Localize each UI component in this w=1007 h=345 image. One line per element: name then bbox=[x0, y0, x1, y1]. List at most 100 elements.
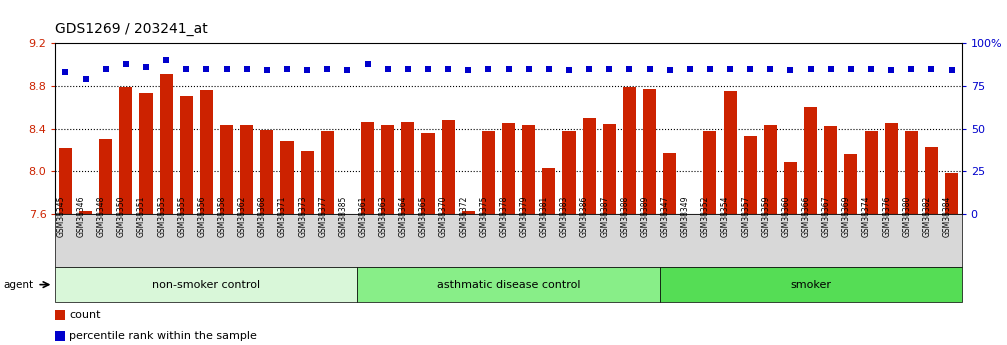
Text: GSM38350: GSM38350 bbox=[117, 196, 126, 237]
Bar bbox=[542, 168, 555, 345]
Bar bbox=[763, 125, 776, 345]
Bar bbox=[703, 131, 717, 345]
Point bbox=[621, 66, 637, 71]
Point bbox=[279, 66, 295, 71]
Text: GSM38347: GSM38347 bbox=[661, 196, 670, 237]
Point bbox=[702, 66, 718, 71]
Text: GSM38345: GSM38345 bbox=[56, 196, 65, 237]
Text: GSM38348: GSM38348 bbox=[97, 196, 106, 237]
Point bbox=[742, 66, 758, 71]
Bar bbox=[743, 136, 756, 345]
Point bbox=[762, 66, 778, 71]
Bar bbox=[401, 122, 414, 345]
Point bbox=[239, 66, 255, 71]
Text: GSM38383: GSM38383 bbox=[560, 196, 569, 237]
Bar bbox=[199, 90, 212, 345]
Text: GSM38369: GSM38369 bbox=[842, 196, 851, 237]
Point bbox=[722, 66, 738, 71]
Bar bbox=[945, 173, 958, 345]
Bar bbox=[501, 123, 515, 345]
Point bbox=[319, 66, 335, 71]
Point bbox=[98, 66, 114, 71]
Text: GSM38351: GSM38351 bbox=[137, 196, 146, 237]
Text: GSM38382: GSM38382 bbox=[922, 196, 931, 237]
Point bbox=[158, 57, 174, 63]
Text: GSM38354: GSM38354 bbox=[721, 196, 730, 237]
Text: GSM38362: GSM38362 bbox=[238, 196, 247, 237]
Bar bbox=[562, 131, 576, 345]
Text: GSM38384: GSM38384 bbox=[943, 196, 952, 237]
Point bbox=[57, 69, 74, 75]
Text: GSM38366: GSM38366 bbox=[802, 196, 811, 237]
Bar bbox=[320, 131, 333, 345]
Text: GSM38373: GSM38373 bbox=[298, 196, 307, 237]
Point bbox=[198, 66, 214, 71]
Text: percentile rank within the sample: percentile rank within the sample bbox=[69, 331, 258, 341]
Text: GSM38385: GSM38385 bbox=[338, 196, 347, 237]
Point bbox=[299, 68, 315, 73]
Point bbox=[138, 64, 154, 70]
Bar bbox=[924, 147, 938, 345]
Point bbox=[782, 68, 799, 73]
Text: GDS1269 / 203241_at: GDS1269 / 203241_at bbox=[55, 22, 208, 36]
Point bbox=[803, 66, 819, 71]
Text: GSM38374: GSM38374 bbox=[862, 196, 871, 237]
Bar bbox=[783, 161, 797, 345]
Text: GSM38365: GSM38365 bbox=[419, 196, 428, 237]
Bar bbox=[280, 141, 293, 345]
Text: GSM38361: GSM38361 bbox=[358, 196, 368, 237]
Text: GSM38355: GSM38355 bbox=[177, 196, 186, 237]
Point bbox=[500, 66, 517, 71]
Point bbox=[480, 66, 496, 71]
Bar bbox=[844, 154, 857, 345]
Text: GSM38349: GSM38349 bbox=[681, 196, 690, 237]
Bar bbox=[99, 139, 112, 345]
Text: asthmatic disease control: asthmatic disease control bbox=[437, 280, 580, 289]
Text: GSM38377: GSM38377 bbox=[318, 196, 327, 237]
Bar bbox=[441, 120, 454, 345]
Text: GSM38356: GSM38356 bbox=[197, 196, 206, 237]
Text: GSM38371: GSM38371 bbox=[278, 196, 287, 237]
Bar bbox=[159, 74, 173, 345]
Point bbox=[823, 66, 839, 71]
Point bbox=[359, 61, 376, 66]
Bar bbox=[58, 148, 71, 345]
Bar bbox=[804, 107, 817, 345]
Bar bbox=[622, 87, 635, 345]
Point bbox=[521, 66, 537, 71]
Point bbox=[400, 66, 416, 71]
Bar bbox=[240, 125, 253, 345]
Bar bbox=[461, 211, 474, 345]
Text: agent: agent bbox=[3, 280, 33, 289]
Bar bbox=[179, 97, 192, 345]
Point bbox=[178, 66, 194, 71]
Text: GSM38378: GSM38378 bbox=[499, 196, 509, 237]
Point bbox=[460, 68, 476, 73]
Bar bbox=[119, 87, 132, 345]
Point bbox=[944, 68, 960, 73]
Text: non-smoker control: non-smoker control bbox=[152, 280, 261, 289]
Text: GSM38357: GSM38357 bbox=[741, 196, 750, 237]
Point bbox=[541, 66, 557, 71]
Bar bbox=[361, 122, 374, 345]
Text: GSM38360: GSM38360 bbox=[781, 196, 790, 237]
Bar bbox=[220, 125, 233, 345]
Point bbox=[581, 66, 597, 71]
Bar bbox=[683, 215, 696, 345]
Text: GSM38386: GSM38386 bbox=[580, 196, 589, 237]
Text: GSM38388: GSM38388 bbox=[620, 196, 629, 237]
Text: GSM38379: GSM38379 bbox=[520, 196, 529, 237]
Text: GSM38364: GSM38364 bbox=[399, 196, 408, 237]
Bar bbox=[663, 153, 676, 345]
Text: GSM38372: GSM38372 bbox=[459, 196, 468, 237]
Bar bbox=[602, 124, 615, 345]
Text: count: count bbox=[69, 310, 101, 320]
Bar bbox=[260, 130, 273, 345]
Text: GSM38353: GSM38353 bbox=[157, 196, 166, 237]
Bar bbox=[522, 125, 536, 345]
Bar bbox=[79, 211, 92, 345]
Text: GSM38370: GSM38370 bbox=[439, 196, 448, 237]
Bar bbox=[884, 123, 897, 345]
Point bbox=[420, 66, 436, 71]
Bar bbox=[582, 118, 595, 345]
